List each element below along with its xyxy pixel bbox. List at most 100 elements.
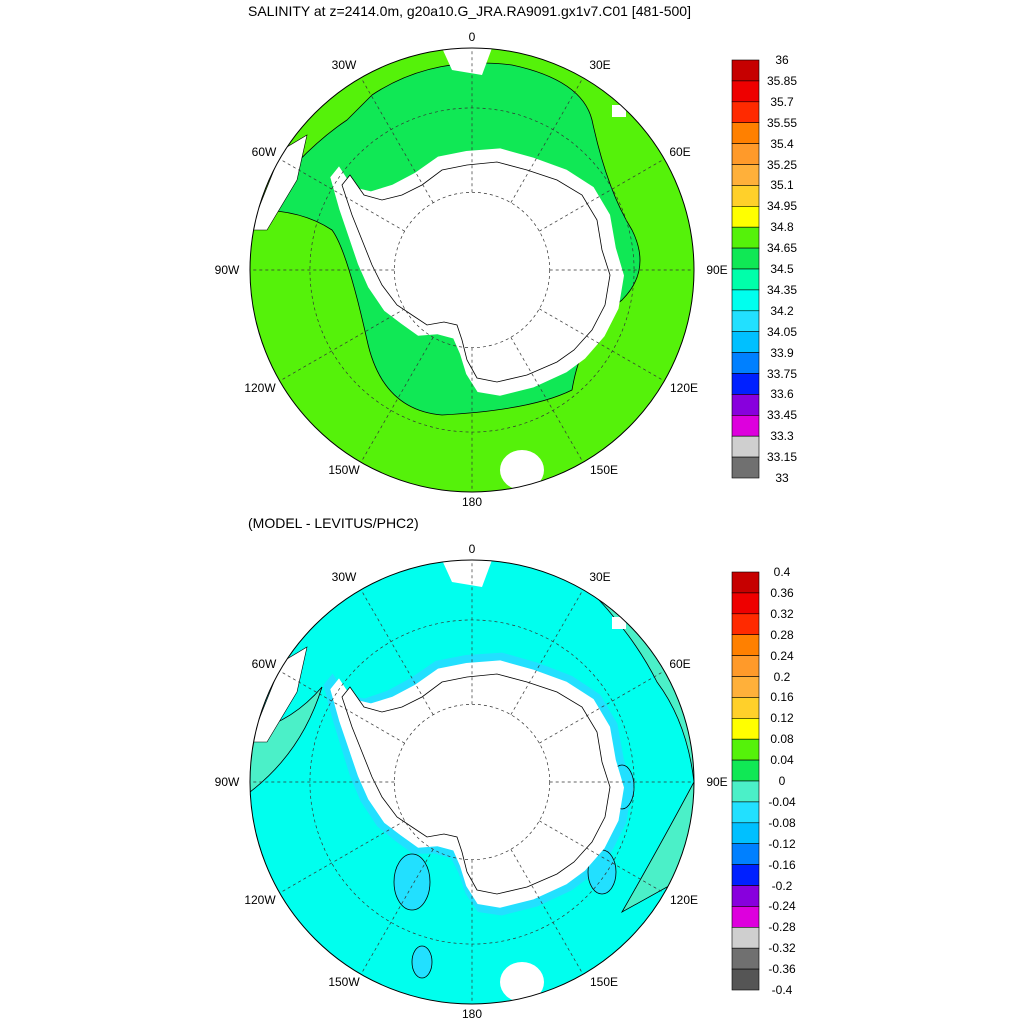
map-border (249, 559, 695, 1005)
lon-label: 90E (706, 775, 728, 789)
colorbar-label: 0.28 (770, 627, 794, 642)
colorbar-box (731, 717, 760, 740)
lon-label: 120W (244, 893, 276, 907)
colorbar-box (731, 59, 760, 82)
colorbar-box (731, 456, 760, 479)
africa-land (442, 560, 492, 587)
lon-label: 150E (589, 463, 619, 477)
lon-label: 30W (331, 58, 357, 72)
colorbar-label: -0.08 (768, 815, 796, 830)
anomaly-blob (411, 945, 433, 979)
colorbar-box (731, 164, 760, 186)
lon-label: 60E (669, 657, 691, 671)
lon-label: 150E (589, 975, 619, 989)
colorbar-box (731, 247, 760, 270)
colorbar-salinity (731, 59, 760, 479)
colorbar-box (731, 289, 760, 312)
colorbar-box (731, 435, 760, 458)
lon-label: 120E (669, 381, 699, 395)
colorbar-box (731, 634, 760, 656)
colorbar-label: 34.2 (770, 303, 794, 318)
colorbar-box (731, 310, 760, 332)
lon-label: 0 (468, 542, 476, 556)
lon-label: 30E (589, 570, 611, 584)
colorbar-label: 0.16 (770, 690, 794, 705)
colorbar-label: 33.45 (766, 408, 798, 423)
graticule (250, 48, 694, 492)
lon-label: 150W (328, 463, 360, 477)
colorbar-box (731, 101, 760, 124)
colorbar-label: -0.4 (771, 983, 793, 997)
colorbar-box (731, 613, 760, 635)
colorbar-box (731, 738, 760, 761)
island-land (612, 105, 626, 117)
antarctica-coastline (341, 673, 611, 895)
colorbar-label: 34.35 (766, 282, 798, 297)
colorbar-label: 35.25 (766, 157, 798, 172)
colorbar-label: 33.75 (766, 366, 798, 381)
lon-label: 30E (589, 58, 611, 72)
colorbar-box (731, 759, 760, 782)
colorbar-label: 34.5 (770, 262, 794, 276)
colorbar-label: 33.15 (766, 450, 798, 465)
colorbar-label: 33 (775, 471, 789, 485)
colorbar-label: -0.28 (768, 920, 796, 935)
colorbar-box (731, 864, 760, 886)
colorbar-label: 0.2 (773, 669, 791, 684)
colorbar-box (731, 968, 760, 991)
map-title-salinity: SALINITY at z=2414.0m, g20a10.G_JRA.RA90… (248, 3, 691, 19)
colorbar-label: 0.32 (770, 606, 794, 621)
colorbar-label: 0.36 (770, 585, 794, 600)
lon-label: 120W (244, 381, 276, 395)
colorbar-label: 33.9 (770, 345, 794, 360)
lon-label: 180 (461, 1007, 483, 1021)
colorbar-difference (731, 571, 760, 991)
lon-label: 90W (214, 775, 240, 789)
lon-label: 60W (251, 657, 277, 671)
colorbar-box (731, 373, 760, 395)
island-land (612, 617, 626, 629)
colorbar-box (731, 206, 760, 228)
colorbar-label: 0.04 (770, 753, 794, 768)
colorbar-label: -0.32 (768, 941, 796, 956)
new-zealand-land (500, 450, 544, 490)
colorbar-box (731, 143, 760, 165)
lon-label: 90E (706, 263, 728, 277)
lon-label: 180 (461, 495, 483, 509)
colorbar-box (731, 843, 760, 865)
colorbar-box (731, 822, 760, 844)
colorbar-label: 0.08 (770, 732, 794, 747)
colorbar-label: 33.6 (770, 387, 794, 402)
colorbar-box (731, 906, 760, 928)
colorbar-box (731, 122, 760, 144)
colorbar-label: 33.3 (770, 429, 794, 444)
lon-label: 90W (214, 263, 240, 277)
colorbar-label: 35.1 (770, 178, 794, 193)
colorbar-label: -0.16 (768, 857, 796, 872)
colorbar-label: 0.4 (773, 565, 791, 579)
colorbar-label: 0.12 (770, 711, 794, 726)
colorbar-box (731, 352, 760, 374)
colorbar-box (731, 571, 760, 594)
colorbar-box (731, 801, 760, 824)
lon-label: 60W (251, 145, 277, 159)
colorbar-box (731, 655, 760, 677)
colorbar-label: 35.85 (766, 73, 798, 88)
colorbar-label: 34.65 (766, 241, 798, 256)
colorbar-label: -0.12 (768, 836, 796, 851)
colorbar-label: 0 (778, 774, 786, 788)
colorbar-box (731, 414, 760, 437)
lon-label: 120E (669, 893, 699, 907)
colorbar-label: 36 (775, 53, 789, 67)
graticule (250, 560, 694, 1004)
africa-land (442, 48, 492, 75)
colorbar-label: 34.8 (770, 220, 794, 235)
colorbar-label: -0.04 (768, 794, 796, 809)
lon-label: 30W (331, 570, 357, 584)
colorbar-label: -0.36 (768, 962, 796, 977)
colorbar-box (731, 947, 760, 970)
colorbar-label: 35.4 (770, 136, 794, 151)
colorbar-label: 34.05 (766, 324, 798, 339)
map-border (249, 47, 695, 493)
